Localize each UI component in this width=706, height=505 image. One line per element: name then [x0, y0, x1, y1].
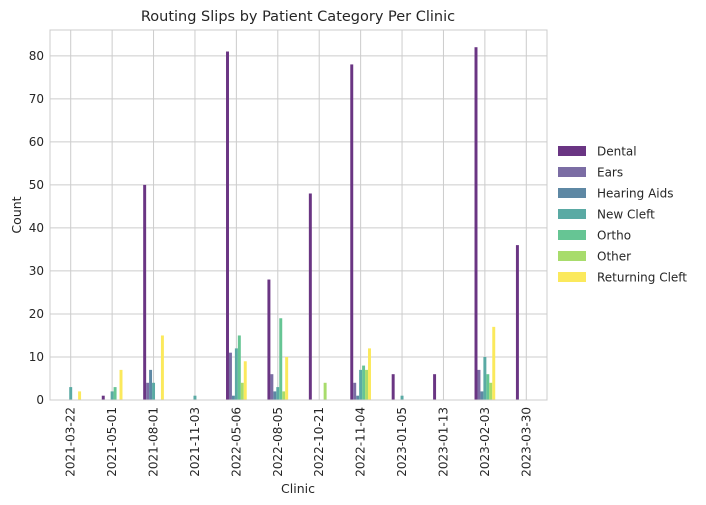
bar-hearing-aids	[356, 395, 360, 400]
bar-new-cleft	[193, 395, 197, 400]
bar-dental	[308, 193, 312, 400]
y-tick-label: 20	[29, 307, 44, 321]
x-tick-label: 2021-05-01	[105, 407, 119, 477]
bar-other	[323, 382, 327, 400]
bar-dental	[267, 279, 271, 400]
bar-new-cleft	[234, 348, 238, 400]
bar-ortho	[279, 318, 283, 400]
bar-ears	[228, 352, 232, 400]
legend-label: Ortho	[597, 229, 631, 243]
y-tick-label: 70	[29, 92, 44, 106]
legend: Dental Ears Hearing Aids New Cleft Ortho Othe…	[558, 145, 687, 285]
bar-dental	[433, 374, 437, 400]
x-tick-label: 2022-05-06	[229, 407, 243, 477]
bar-ears	[353, 382, 357, 400]
x-tick-label: 2022-10-21	[312, 407, 326, 477]
bar-ortho	[113, 387, 117, 400]
legend-swatch	[558, 272, 586, 282]
bar-new-cleft	[400, 395, 404, 400]
bar-hearing-aids	[480, 391, 484, 400]
bar-dental	[101, 395, 105, 400]
x-tick-label: 2023-03-30	[519, 407, 533, 477]
bar-dental	[143, 184, 147, 400]
bar-new-cleft	[69, 387, 73, 400]
y-tick-label: 30	[29, 264, 44, 278]
legend-swatch	[558, 167, 586, 177]
plot-frame	[49, 29, 548, 401]
bar-other	[282, 391, 286, 400]
bar-ears	[146, 382, 150, 400]
bar-dental	[226, 51, 229, 400]
bar-ears	[477, 369, 481, 400]
bar-hearing-aids	[149, 369, 153, 400]
bar-new-cleft	[483, 356, 487, 400]
x-tick-label: 2021-08-01	[147, 407, 161, 477]
legend-label: Ears	[597, 166, 623, 180]
bar-dental	[350, 64, 354, 400]
bar-returning-cleft	[285, 356, 289, 400]
bar-returning-cleft	[368, 348, 371, 400]
plot-background	[50, 30, 547, 400]
bar-ortho	[362, 365, 366, 400]
y-tick-label: 60	[29, 135, 44, 149]
legend-label: Dental	[597, 145, 637, 159]
x-tick-label: 2022-08-05	[271, 407, 285, 477]
legend-swatch	[558, 209, 586, 219]
x-axis-label: Clinic	[281, 481, 315, 496]
x-tick-label: 2021-03-22	[64, 407, 78, 477]
y-tick-label: 50	[29, 178, 44, 192]
bar-dental	[391, 374, 395, 400]
x-tick-label: 2023-01-13	[436, 407, 450, 477]
y-tick-label: 80	[29, 49, 44, 63]
bar-returning-cleft	[160, 335, 164, 400]
bar-ears	[270, 374, 274, 400]
bar-ortho	[237, 335, 241, 400]
chart-title: Routing Slips by Patient Category Per Cl…	[141, 9, 455, 25]
bar-returning-cleft	[492, 326, 496, 400]
bar-other	[489, 382, 493, 400]
bar-other	[365, 369, 369, 400]
legend-swatch	[558, 188, 586, 198]
bar-returning-cleft	[78, 391, 82, 400]
bar-dental	[515, 245, 519, 400]
x-tick-label: 2023-02-03	[478, 407, 492, 477]
bar-other	[240, 382, 244, 400]
x-tick-label: 2022-11-04	[354, 407, 368, 477]
legend-swatch	[558, 230, 586, 240]
x-tick-label: 2021-11-03	[188, 407, 202, 477]
y-tick-label: 10	[29, 350, 44, 364]
y-tick-label: 40	[29, 221, 44, 235]
bar-new-cleft	[359, 369, 363, 400]
y-tick-label: 0	[36, 393, 44, 407]
x-tick-label: 2023-01-05	[395, 407, 409, 477]
legend-label: Returning Cleft	[597, 271, 687, 285]
legend-label: Hearing Aids	[597, 187, 673, 201]
legend-label: Other	[597, 250, 631, 264]
bar-new-cleft	[152, 382, 156, 400]
bar-hearing-aids	[231, 395, 235, 400]
bar-returning-cleft	[119, 369, 123, 400]
y-axis-label: Count	[9, 196, 24, 233]
legend-label: New Cleft	[597, 208, 655, 222]
bar-new-cleft	[110, 391, 114, 400]
bar-new-cleft	[276, 387, 280, 400]
plot-area: 0 10 20 30 40 50 60 70 80 2021-03-22 2021-05-01 202…	[29, 29, 548, 477]
bar-returning-cleft	[243, 361, 247, 400]
legend-swatch	[558, 251, 586, 261]
legend-swatch	[558, 146, 586, 156]
bar-ortho	[486, 374, 490, 400]
bar-dental	[474, 47, 478, 401]
bar-hearing-aids	[273, 391, 277, 400]
